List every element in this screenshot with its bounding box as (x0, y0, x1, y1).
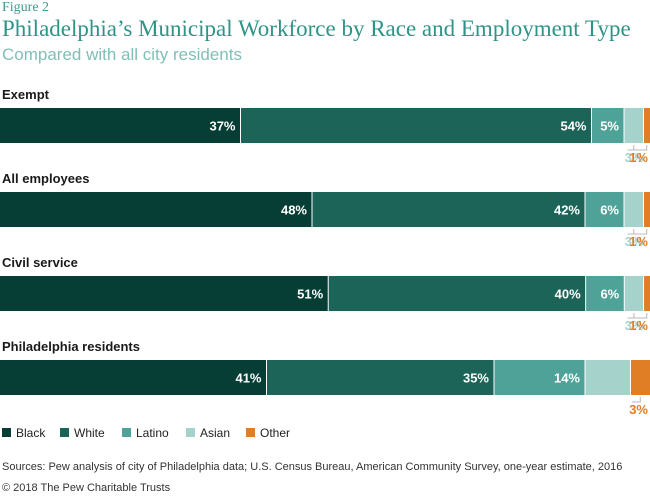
chart-title: Philadelphia’s Municipal Workforce by Ra… (2, 16, 631, 41)
label-leader-line (632, 145, 648, 151)
data-label-exempt-latino: 5% (600, 119, 619, 134)
data-label-civil-service-latino: 6% (600, 287, 619, 302)
legend-label-black: Black (16, 426, 46, 440)
bar-exempt-black (0, 108, 241, 143)
legend-label-asian: Asian (200, 426, 230, 440)
data-label-exempt-asian: 3% (625, 150, 644, 165)
bar-all-employees-white (312, 192, 585, 227)
bar-philadelphia-residents-other (630, 360, 650, 395)
data-label-exempt-white: 54% (560, 119, 586, 134)
legend-label-white: White (74, 426, 105, 440)
bar-exempt-other (643, 108, 650, 143)
source-note: Sources: Pew analysis of city of Philade… (2, 461, 623, 473)
category-label-philadelphia-residents: Philadelphia residents (2, 339, 140, 354)
data-label-exempt-other: 1% (629, 150, 648, 165)
data-label-civil-service-asian: 3% (625, 318, 644, 333)
bar-philadelphia-residents-white (266, 360, 494, 395)
data-label-all-employees-white: 42% (554, 203, 580, 218)
category-label-all-employees: All employees (2, 171, 89, 186)
data-label-civil-service-other: 1% (629, 318, 648, 333)
legend-swatch-white (60, 428, 69, 437)
label-leader-line (632, 313, 648, 319)
bar-philadelphia-residents-latino (494, 360, 585, 395)
copyright-note: © 2018 The Pew Charitable Trusts (2, 482, 171, 494)
legend-label-latino: Latino (136, 426, 169, 440)
bar-all-employees-other (643, 192, 650, 227)
bar-all-employees-latino (585, 192, 624, 227)
bar-all-employees-black (0, 192, 312, 227)
bar-exempt-latino (591, 108, 624, 143)
legend-swatch-other (246, 428, 255, 437)
data-label-all-employees-other: 1% (629, 234, 648, 249)
data-label-philadelphia-residents-asian: 7% (607, 371, 626, 386)
chart-subtitle: Compared with all city residents (2, 45, 242, 64)
bar-civil-service-latino (585, 276, 625, 311)
data-label-philadelphia-residents-white: 35% (463, 371, 489, 386)
legend-swatch-latino (122, 428, 131, 437)
bar-civil-service-other (643, 276, 650, 311)
legend-swatch-black (2, 428, 11, 437)
bar-all-employees-asian (624, 192, 644, 227)
bar-exempt-asian (624, 108, 644, 143)
data-label-all-employees-latino: 6% (600, 203, 619, 218)
data-label-all-employees-asian: 3% (625, 234, 644, 249)
bar-civil-service-asian (624, 276, 644, 311)
data-label-exempt-black: 37% (209, 119, 235, 134)
bar-civil-service-black (0, 276, 329, 311)
figure-label: Figure 2 (2, 0, 50, 15)
data-label-philadelphia-residents-other: 3% (629, 402, 648, 417)
bar-philadelphia-residents-asian (585, 360, 631, 395)
label-leader-line (632, 229, 648, 235)
data-label-civil-service-white: 40% (555, 287, 581, 302)
bar-philadelphia-residents-black (0, 360, 267, 395)
label-leader-line (632, 397, 641, 403)
legend-label-other: Other (260, 426, 290, 440)
data-label-civil-service-black: 51% (297, 287, 323, 302)
category-label-exempt: Exempt (2, 87, 50, 102)
data-label-philadelphia-residents-black: 41% (235, 371, 261, 386)
legend-swatch-asian (186, 428, 195, 437)
data-label-philadelphia-residents-latino: 14% (554, 371, 580, 386)
category-label-civil-service: Civil service (2, 255, 78, 270)
bar-civil-service-white (328, 276, 586, 311)
bar-exempt-white (240, 108, 592, 143)
data-label-all-employees-black: 48% (281, 203, 307, 218)
